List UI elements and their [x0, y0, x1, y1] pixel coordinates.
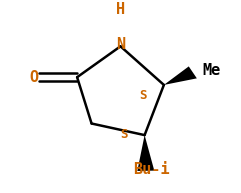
Text: O: O: [29, 70, 38, 85]
Text: S: S: [140, 89, 147, 102]
Text: Me: Me: [202, 63, 221, 78]
Polygon shape: [137, 135, 154, 171]
Text: N: N: [116, 37, 125, 52]
Text: H: H: [116, 2, 125, 17]
Text: S: S: [120, 128, 128, 141]
Text: Bu-i: Bu-i: [134, 162, 170, 177]
Polygon shape: [164, 66, 197, 85]
